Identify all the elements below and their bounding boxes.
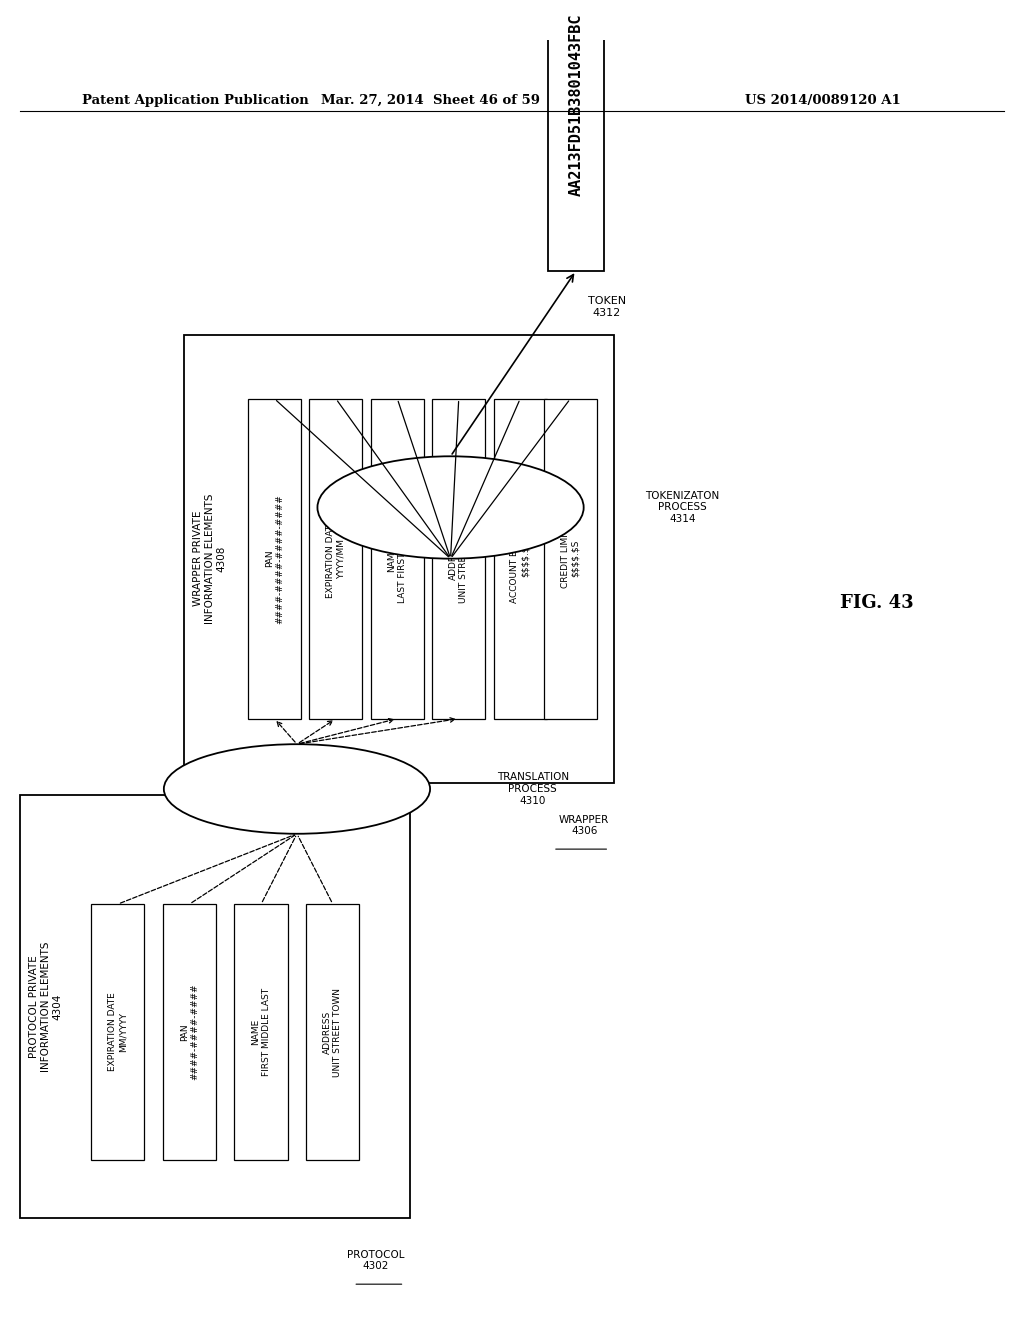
Text: EXPIRATION DATE
MM/YYYY: EXPIRATION DATE MM/YYYY xyxy=(109,993,127,1072)
Ellipse shape xyxy=(317,457,584,558)
Bar xyxy=(309,399,362,718)
Text: FIG. 43: FIG. 43 xyxy=(840,594,913,612)
Text: Mar. 27, 2014  Sheet 46 of 59: Mar. 27, 2014 Sheet 46 of 59 xyxy=(321,94,540,107)
Text: PROTOCOL PRIVATE
INFORMATION ELEMENTS
4304: PROTOCOL PRIVATE INFORMATION ELEMENTS 43… xyxy=(30,941,62,1072)
Text: PAN
####-####-####-####: PAN ####-####-####-#### xyxy=(265,494,284,623)
Text: WRAPPER PRIVATE
INFORMATION ELEMENTS
4308: WRAPPER PRIVATE INFORMATION ELEMENTS 430… xyxy=(194,494,226,624)
Text: NAME
FIRST MIDDLE LAST: NAME FIRST MIDDLE LAST xyxy=(252,989,270,1076)
Bar xyxy=(548,0,604,271)
Text: EXPIRATION DATE
YYYY/MM: EXPIRATION DATE YYYY/MM xyxy=(327,519,345,598)
Ellipse shape xyxy=(164,744,430,834)
Text: TOKENIZATON
PROCESS
4314: TOKENIZATON PROCESS 4314 xyxy=(645,491,720,524)
Bar xyxy=(544,399,597,718)
Bar xyxy=(234,904,288,1160)
Bar xyxy=(432,399,485,718)
Text: WRAPPER
4306: WRAPPER 4306 xyxy=(559,814,609,836)
Text: ADDRESS
UNIT STREET TOWN: ADDRESS UNIT STREET TOWN xyxy=(324,987,342,1077)
Text: TRANSLATION
PROCESS
4310: TRANSLATION PROCESS 4310 xyxy=(497,772,568,805)
Bar xyxy=(91,904,144,1160)
Text: ACCOUNT BALANCE
$$$$.$S: ACCOUNT BALANCE $$$$.$S xyxy=(511,513,529,603)
Text: AA213FD51B3801043FBC: AA213FD51B3801043FBC xyxy=(568,13,584,195)
Bar xyxy=(248,399,301,718)
Text: US 2014/0089120 A1: US 2014/0089120 A1 xyxy=(745,94,901,107)
Bar xyxy=(494,399,547,718)
Text: NAME
LAST FIRST MIDDLE: NAME LAST FIRST MIDDLE xyxy=(388,515,407,603)
Text: TOKEN
4312: TOKEN 4312 xyxy=(588,297,626,318)
Text: PROTOCOL
4302: PROTOCOL 4302 xyxy=(347,1250,404,1271)
Text: PAN
####-####-####: PAN ####-####-#### xyxy=(180,983,199,1080)
Text: Patent Application Publication: Patent Application Publication xyxy=(82,94,308,107)
Bar xyxy=(184,335,614,783)
Bar xyxy=(163,904,216,1160)
Bar xyxy=(20,796,410,1217)
Bar xyxy=(371,399,424,718)
Text: CREDIT LIMIT
$$$$.$S: CREDIT LIMIT $$$$.$S xyxy=(561,529,580,589)
Text: ADDRESS
UNIT STREET TOWN: ADDRESS UNIT STREET TOWN xyxy=(450,515,468,603)
Bar xyxy=(306,904,359,1160)
